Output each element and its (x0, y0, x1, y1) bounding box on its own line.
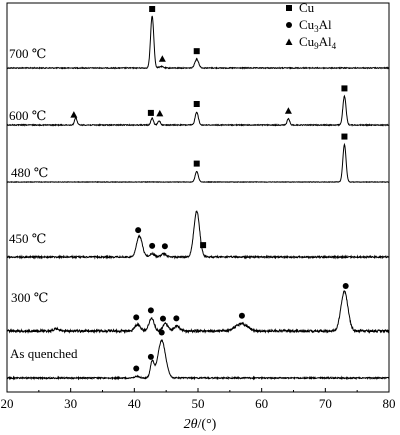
series-label: 480 ℃ (11, 165, 48, 180)
circle-marker (173, 315, 180, 322)
circle-marker (147, 353, 154, 360)
circle-marker (133, 365, 140, 372)
series-line (6, 94, 390, 127)
marker-layer (70, 6, 349, 372)
x-axis-title-unit: /(°) (198, 417, 217, 432)
square-marker (149, 6, 156, 12)
square-marker (200, 242, 207, 249)
x-tick-label: 30 (64, 396, 77, 411)
square-marker (147, 109, 154, 116)
circle-marker (133, 314, 140, 321)
circle-marker (135, 227, 142, 234)
series-line (6, 15, 390, 70)
square-marker (193, 101, 200, 107)
triangle-marker (156, 109, 164, 117)
circle-marker (158, 329, 165, 336)
circle-marker (147, 307, 154, 314)
series-line (6, 339, 390, 381)
x-axis: 20 30 40 50 60 70 80 (1, 388, 396, 411)
square-marker (341, 85, 348, 92)
series-label: 700 ℃ (9, 46, 46, 61)
triangle-marker (158, 55, 166, 62)
x-tick-label: 80 (383, 396, 396, 411)
x-tick-label: 40 (128, 396, 141, 411)
label-layer: 700 ℃ 600 ℃ 480 ℃ 450 ℃ 300 ℃ As quenched (9, 46, 78, 361)
series-line (6, 142, 390, 184)
circle-marker (159, 315, 166, 322)
x-axis-title-symbol: 2θ (184, 417, 198, 432)
legend-square-icon (286, 5, 292, 11)
x-tick-label: 20 (1, 396, 14, 411)
circle-marker (149, 242, 156, 249)
series-label: As quenched (10, 346, 78, 361)
x-axis-title: 2θ/(°) (184, 417, 217, 432)
legend-label: Cu3Al (299, 17, 332, 34)
series-line (6, 290, 390, 335)
circle-marker (342, 283, 349, 290)
series-label: 300 ℃ (11, 290, 48, 305)
series-label: 600 ℃ (9, 108, 46, 123)
legend-triangle-icon (285, 38, 293, 45)
legend-label: Cu9Al4 (299, 34, 337, 51)
series-layer (6, 15, 390, 381)
square-marker (193, 48, 200, 55)
series-label: 450 ℃ (9, 231, 46, 246)
triangle-marker (284, 107, 292, 114)
square-marker (193, 160, 200, 167)
x-tick-label: 50 (192, 396, 205, 411)
x-tick-label: 60 (255, 396, 268, 411)
legend-label: Cu (299, 0, 315, 15)
legend-circle-icon (286, 22, 292, 28)
series-line (6, 210, 390, 260)
triangle-marker (70, 111, 78, 118)
x-tick-label: 70 (319, 396, 332, 411)
circle-marker (238, 312, 245, 319)
square-marker (341, 133, 348, 140)
circle-marker (161, 243, 168, 250)
